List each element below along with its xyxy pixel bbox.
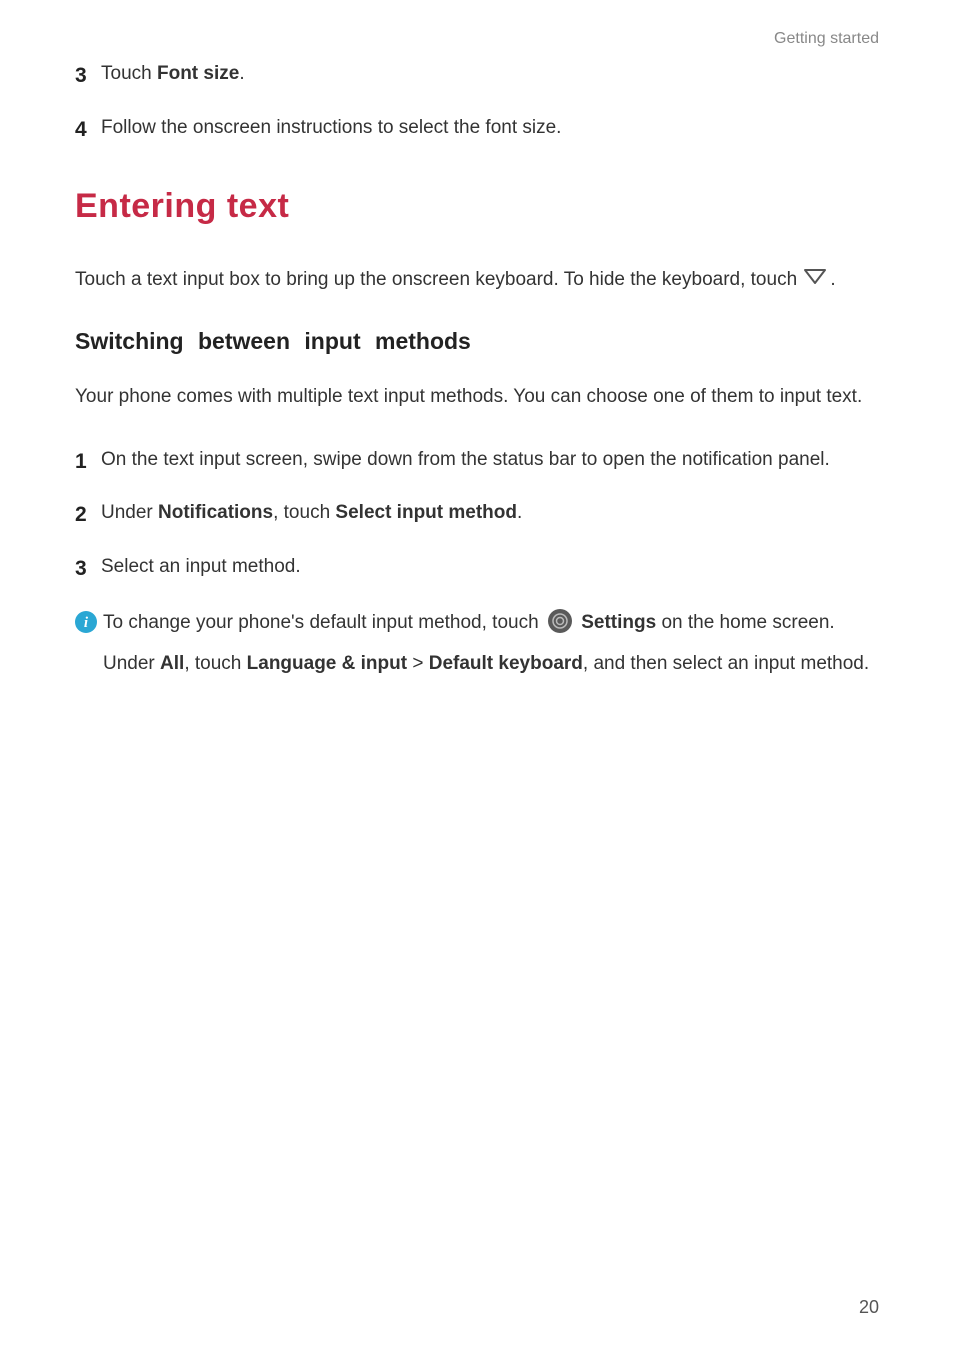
step-number: 3 xyxy=(75,551,101,587)
tip-pre: To change your phone's default input met… xyxy=(103,612,544,633)
tip-lang: Language & input xyxy=(247,653,407,674)
step-bold-select-input: Select input method xyxy=(335,502,517,523)
sub-paragraph: Your phone comes with multiple text inpu… xyxy=(75,379,879,415)
intro-paragraph: Touch a text input box to bring up the o… xyxy=(75,262,879,300)
tip-gt: > xyxy=(407,653,429,674)
tip-kbd: Default keyboard xyxy=(429,653,583,674)
step-pre: Under xyxy=(101,502,158,523)
subheading-switching-input: Switching between input methods xyxy=(75,328,879,355)
step-2-notifications: 2 Under Notifications, touch Select inpu… xyxy=(75,497,879,533)
down-triangle-icon xyxy=(802,264,828,300)
tip-all: All xyxy=(160,653,184,674)
step-bold-notifications: Notifications xyxy=(158,502,273,523)
step-4-follow: 4 Follow the onscreen instructions to se… xyxy=(75,112,879,148)
step-body: Under Notifications, touch Select input … xyxy=(101,497,879,529)
step-text-pre: Touch xyxy=(101,63,157,84)
step-3-select: 3 Select an input method. xyxy=(75,551,879,587)
info-icon: i xyxy=(75,611,97,633)
step-text-bold: Font size xyxy=(157,63,239,84)
step-text: Follow the onscreen instructions to sele… xyxy=(101,117,561,138)
header-section-label: Getting started xyxy=(75,30,879,48)
step-number: 1 xyxy=(75,444,101,480)
step-post: . xyxy=(517,502,522,523)
step-1-swipe: 1 On the text input screen, swipe down f… xyxy=(75,444,879,480)
step-body: Touch Font size. xyxy=(101,58,879,90)
section-title-entering-text: Entering text xyxy=(75,187,879,226)
intro-post: . xyxy=(830,269,835,290)
tip-row: i To change your phone's default input m… xyxy=(75,605,879,682)
tip-body: To change your phone's default input met… xyxy=(103,605,879,682)
step-body: Select an input method. xyxy=(101,551,879,583)
settings-icon xyxy=(548,609,572,646)
step-text-post: . xyxy=(239,63,244,84)
page-number: 20 xyxy=(859,1297,879,1318)
step-mid: , touch xyxy=(273,502,335,523)
intro-text: Touch a text input box to bring up the o… xyxy=(75,269,802,290)
step-body: Follow the onscreen instructions to sele… xyxy=(101,112,879,144)
tip-mid2: , touch xyxy=(184,653,246,674)
step-number: 2 xyxy=(75,497,101,533)
tip-post: , and then select an input method. xyxy=(583,653,869,674)
step-number: 4 xyxy=(75,112,101,148)
step-3-fontsize: 3 Touch Font size. xyxy=(75,58,879,94)
step-number: 3 xyxy=(75,58,101,94)
step-body: On the text input screen, swipe down fro… xyxy=(101,444,879,476)
tip-settings: Settings xyxy=(581,612,656,633)
